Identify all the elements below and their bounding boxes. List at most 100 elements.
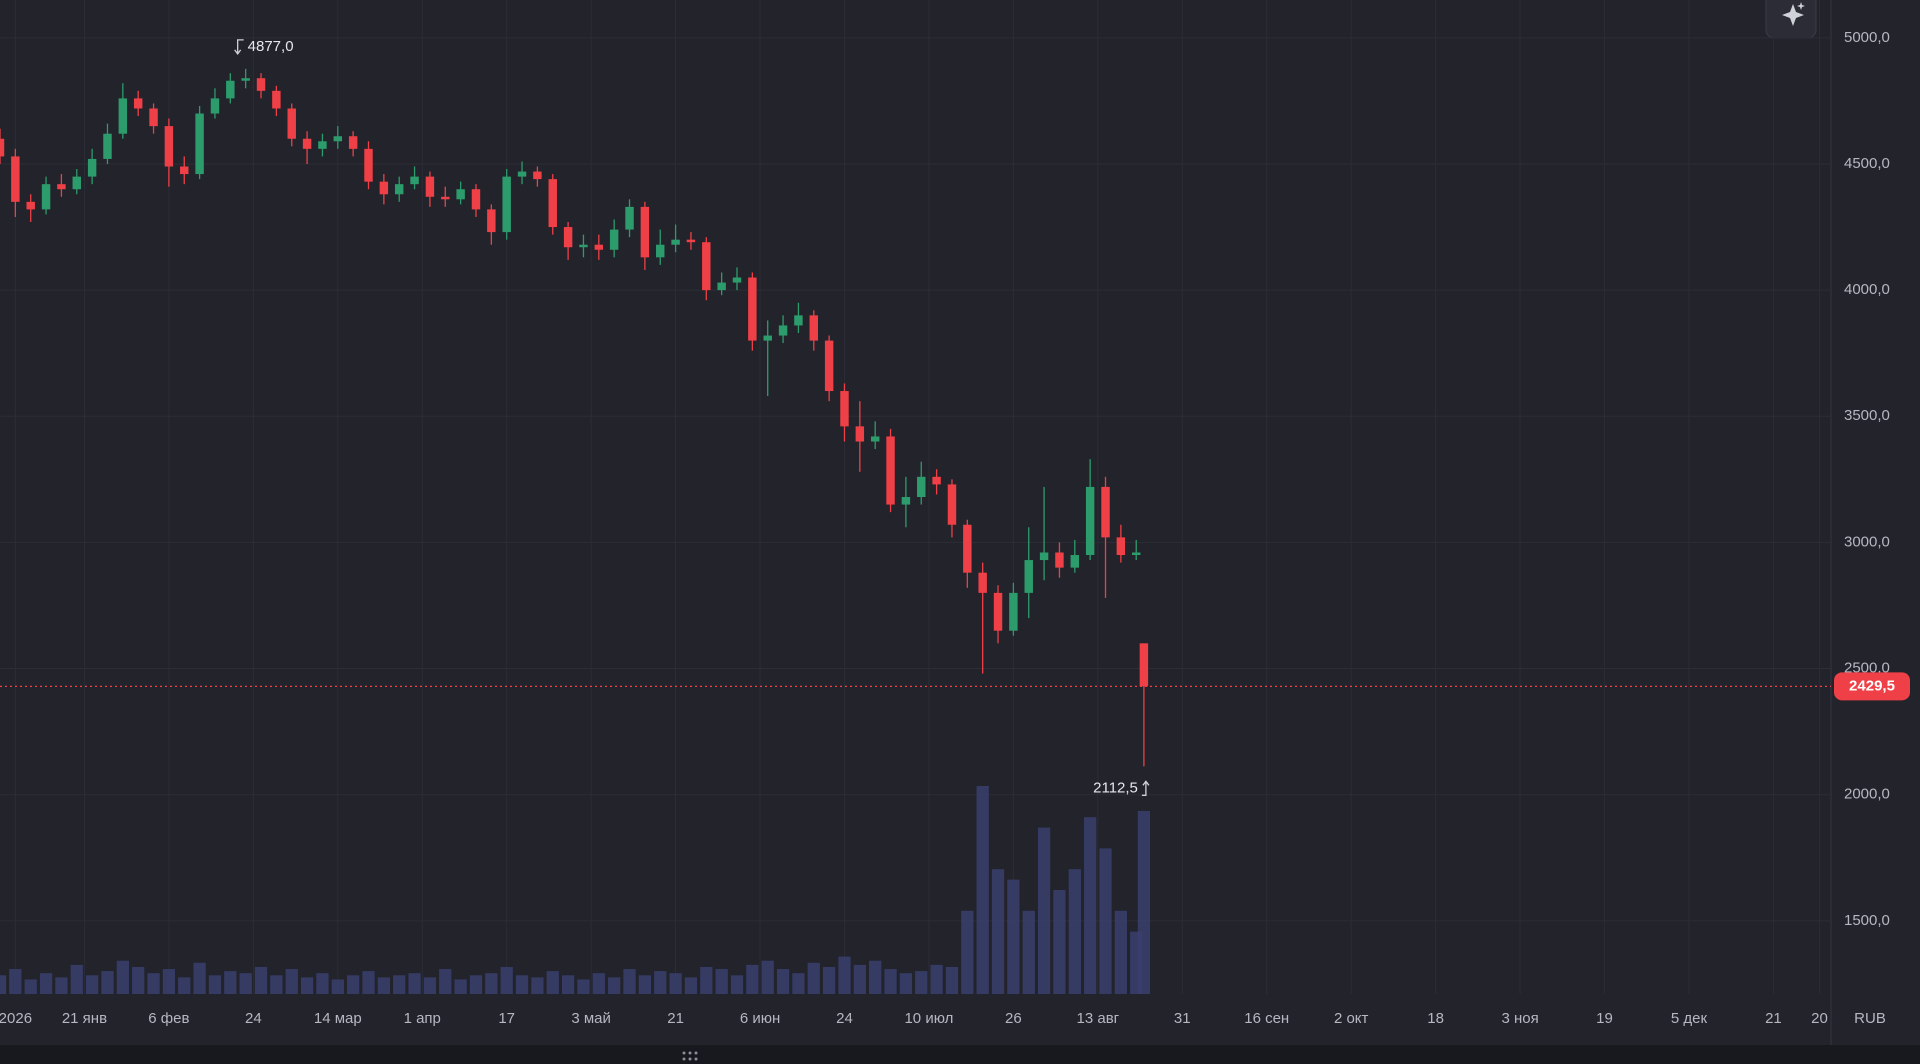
resize-handle[interactable] <box>682 1051 698 1061</box>
y-tick-label: 5000,0 <box>1844 29 1890 46</box>
volume-bar <box>254 966 268 994</box>
volume-bar <box>700 966 713 994</box>
volume-bar <box>838 956 851 994</box>
candle-body <box>41 184 51 210</box>
max-marker-arrow <box>234 39 244 55</box>
volume-bar <box>961 910 974 994</box>
volume-bar <box>746 964 759 994</box>
volume-bar <box>1114 910 1128 994</box>
candle-body <box>594 244 604 250</box>
volume-bar <box>0 975 7 994</box>
volume-bar <box>1022 910 1035 994</box>
volume-bar <box>1137 810 1151 994</box>
volume-bar <box>9 969 22 994</box>
volume-bar <box>945 966 959 994</box>
volume-bar <box>193 962 206 994</box>
x-tick-label: 10 июл <box>904 1010 953 1027</box>
volume-bar <box>930 964 943 994</box>
volume-bar <box>285 969 298 994</box>
x-tick-label: 17 <box>498 1010 515 1027</box>
volume-bar <box>454 979 467 994</box>
candle-body <box>748 277 757 341</box>
candle-body <box>671 239 680 245</box>
candle-body <box>410 176 419 185</box>
volume-bar <box>208 975 222 994</box>
candle-body <box>870 436 880 442</box>
volume-bar <box>101 971 114 994</box>
volume-bar <box>715 969 728 994</box>
candle-body <box>978 572 987 593</box>
bottom-strip <box>0 1045 1920 1064</box>
volume-bar <box>1068 869 1081 994</box>
candle-body <box>394 184 404 195</box>
volume-bar <box>776 969 790 994</box>
y-tick-label: 3000,0 <box>1844 533 1890 550</box>
candle-body <box>26 201 35 210</box>
x-tick-label: 21 <box>1765 1010 1782 1027</box>
volume-bar <box>55 977 68 994</box>
volume-bar <box>393 975 406 994</box>
candle-body <box>917 476 926 497</box>
candle-body <box>195 113 204 175</box>
volume-bar <box>807 962 820 994</box>
candle-body <box>72 176 81 190</box>
x-tick-label: 24 <box>836 1010 853 1027</box>
candle-body <box>533 171 542 180</box>
candle-body <box>579 244 588 248</box>
candle-body <box>87 158 97 177</box>
candle-body <box>656 244 665 258</box>
candle-body <box>932 476 941 485</box>
candle-body <box>1139 643 1149 687</box>
candle-body <box>164 126 174 167</box>
y-tick-label: 3500,0 <box>1844 407 1890 424</box>
candle-body <box>0 138 5 157</box>
volume-bar <box>362 971 375 994</box>
volume-bar <box>546 971 559 994</box>
x-tick-label: 1 апр <box>404 1010 441 1027</box>
volume-bar <box>915 971 928 994</box>
volume-bar <box>669 973 682 994</box>
candle-body <box>563 227 573 248</box>
candle-body <box>824 340 834 392</box>
candle-body <box>625 206 634 230</box>
volume-bar <box>469 975 483 994</box>
candle-body <box>794 315 803 326</box>
candle-body <box>901 497 911 505</box>
volume-bar <box>439 969 452 994</box>
x-tick-label: 18 <box>1427 1010 1444 1027</box>
x-tick-label: 14 мар <box>314 1010 362 1027</box>
y-tick-label: 4500,0 <box>1844 155 1890 172</box>
candle-body <box>133 98 143 109</box>
candle-body <box>272 90 281 109</box>
volume-bar <box>1084 817 1097 994</box>
candle-body <box>1039 552 1049 561</box>
x-tick-label: 2 окт <box>1334 1010 1369 1027</box>
volume-bar <box>224 971 237 994</box>
volume-bar <box>884 969 897 994</box>
currency-label: RUB <box>1854 1010 1886 1027</box>
candle-body <box>471 189 481 210</box>
volume-bar <box>147 973 160 994</box>
candle-body <box>1024 560 1033 593</box>
x-tick-label: 2026 <box>0 1010 32 1027</box>
x-tick-label: 26 <box>1005 1010 1022 1027</box>
x-tick-label: 13 авг <box>1077 1010 1120 1027</box>
candle-body <box>947 484 957 525</box>
volume-bar <box>991 869 1005 994</box>
candle-body <box>502 176 511 233</box>
candle-body <box>256 78 266 91</box>
candle-body <box>287 108 296 139</box>
volume-bar <box>761 960 774 994</box>
volume-bar <box>39 973 53 994</box>
y-tick-label: 2000,0 <box>1844 786 1890 803</box>
candle-body <box>226 80 235 99</box>
volume-bar <box>654 971 667 994</box>
candle-body <box>487 209 496 233</box>
volume-bar <box>1037 827 1051 994</box>
x-tick-label: 24 <box>245 1010 262 1027</box>
volume-bar <box>608 977 621 994</box>
volume-bar <box>638 975 652 994</box>
volume-bar <box>162 969 176 994</box>
candle-body <box>1085 486 1095 556</box>
